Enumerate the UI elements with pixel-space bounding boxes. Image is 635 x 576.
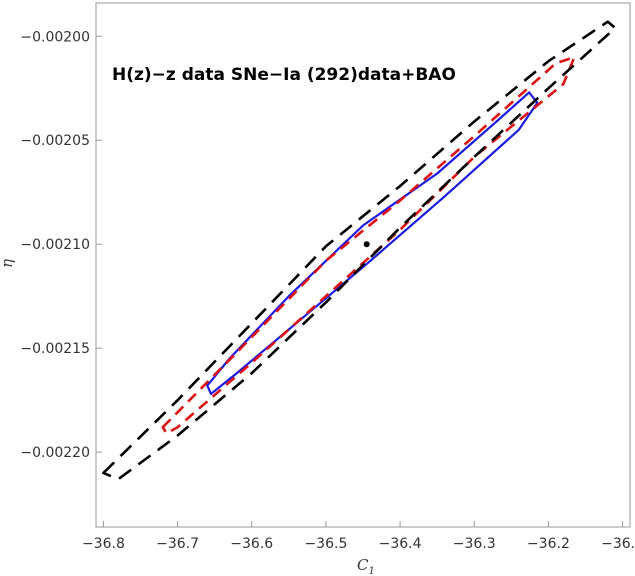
x-tick-label: −36.6 — [230, 536, 273, 552]
y-tick-label: −0.00200 — [20, 29, 90, 45]
x-tick-label: −36.2 — [527, 536, 570, 552]
contour-lines — [102, 20, 617, 481]
x-axis-label-subscript: 1 — [368, 566, 374, 576]
x-tick-label: −36.8 — [82, 536, 125, 552]
x-tick-label: −36.5 — [304, 536, 347, 552]
x-tick-label: −36.3 — [453, 536, 496, 552]
x-axis-ticks: −36.8 −36.7 −36.6 −36.5 −36.4 −36.3 −36.2 −36.1 — [82, 521, 635, 552]
contour-middle — [161, 55, 576, 435]
x-tick-label: −36.4 — [379, 536, 422, 552]
contour-inner — [206, 91, 539, 395]
y-axis-label: η — [0, 259, 16, 268]
plot-frame — [95, 2, 631, 528]
y-axis-ticks: −0.00200 −0.00205 −0.00210 −0.00215 −0.00220 — [20, 29, 102, 461]
y-tick-label: −0.00220 — [20, 445, 90, 461]
y-tick-label: −0.00210 — [20, 237, 90, 253]
x-tick-label: −36.7 — [156, 536, 199, 552]
x-axis-label: C1 — [357, 556, 375, 576]
y-tick-label: −0.00205 — [20, 133, 90, 149]
best-fit-point — [363, 241, 370, 248]
chart-title: H(z)−z data SNe−Ia (292)data+BAO — [112, 65, 456, 85]
x-tick-label: −36.1 — [601, 536, 635, 552]
y-tick-label: −0.00215 — [20, 341, 90, 357]
